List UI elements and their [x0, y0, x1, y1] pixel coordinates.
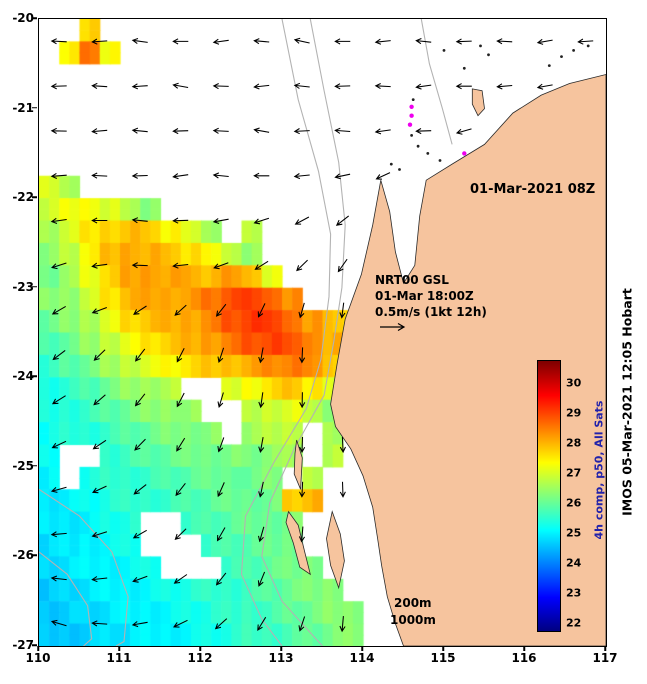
y-tick-label: -27 — [12, 638, 34, 652]
x-tick-mark — [280, 646, 282, 651]
colorbar: 30 29 28 27 26 25 24 23 22 — [537, 360, 581, 632]
y-tick-label: -23 — [12, 279, 34, 294]
x-tick-label: 110 — [25, 651, 51, 665]
colorbar-tick-label: 28 — [566, 436, 582, 449]
x-tick-label: 111 — [106, 651, 132, 665]
y-tick-mark — [32, 375, 37, 378]
colorbar-tick-label: 29 — [566, 406, 582, 419]
y-tick-mark — [32, 285, 37, 288]
map-overlay — [39, 19, 606, 646]
product-time: 01-Mar 18:00Z — [375, 289, 474, 304]
x-tick-label: 112 — [187, 651, 213, 665]
x-tick-mark — [442, 646, 444, 651]
plot-frame — [38, 18, 607, 647]
y-tick-label: -21 — [12, 100, 34, 115]
product-annotation: NRT00 GSL 01-Mar 18:00Z 0.5m/s (1kt 12h) — [375, 272, 487, 321]
y-tick-label: -20 — [12, 11, 34, 25]
timestamp-annotation: 01-Mar-2021 08Z — [470, 182, 596, 197]
y-tick-mark — [32, 196, 37, 198]
colorbar-tick-label: 26 — [566, 496, 582, 509]
colorbar-gradient — [537, 360, 561, 632]
colorbar-label: 4h comp, p50, All Sats — [592, 400, 606, 540]
x-tick-label: 116 — [511, 651, 537, 665]
colorbar-tick-label: 25 — [566, 526, 582, 539]
y-tick-label: -22 — [12, 190, 34, 205]
x-tick-label: 114 — [349, 651, 375, 665]
colorbar-tick-label: 24 — [566, 556, 582, 569]
colorbar-tick-label: 27 — [566, 466, 582, 479]
y-tick-mark — [32, 644, 37, 646]
x-tick-label: 115 — [430, 651, 456, 665]
y-tick-mark — [32, 106, 37, 109]
reference-arrow-icon — [378, 318, 412, 337]
x-tick-mark — [118, 646, 120, 651]
colorbar-tick-label: 23 — [566, 586, 582, 599]
colorbar-tick-label: 22 — [566, 616, 582, 629]
y-tick-label: -24 — [12, 369, 34, 384]
credit-text: IMOS 05-Mar-2021 12:05 Hobart — [619, 288, 635, 516]
vector-scale-label: 0.5m/s (1kt 12h) — [375, 305, 487, 320]
depth-label-200m: 200m — [394, 596, 432, 610]
x-tick-mark — [523, 646, 525, 651]
y-tick-mark — [32, 554, 37, 557]
x-tick-mark — [604, 646, 606, 651]
x-tick-mark — [199, 646, 201, 651]
depth-label-1000m: 1000m — [390, 613, 436, 627]
x-tick-label: 113 — [268, 651, 294, 665]
x-tick-mark — [37, 646, 39, 651]
colorbar-tick-label: 30 — [566, 376, 582, 389]
y-tick-mark — [32, 465, 37, 467]
x-tick-label: 117 — [592, 651, 618, 665]
y-tick-mark — [32, 17, 37, 19]
x-tick-mark — [361, 646, 363, 651]
y-tick-label: -25 — [12, 458, 34, 473]
product-name: NRT00 GSL — [375, 273, 449, 287]
y-tick-label: -26 — [12, 548, 34, 563]
